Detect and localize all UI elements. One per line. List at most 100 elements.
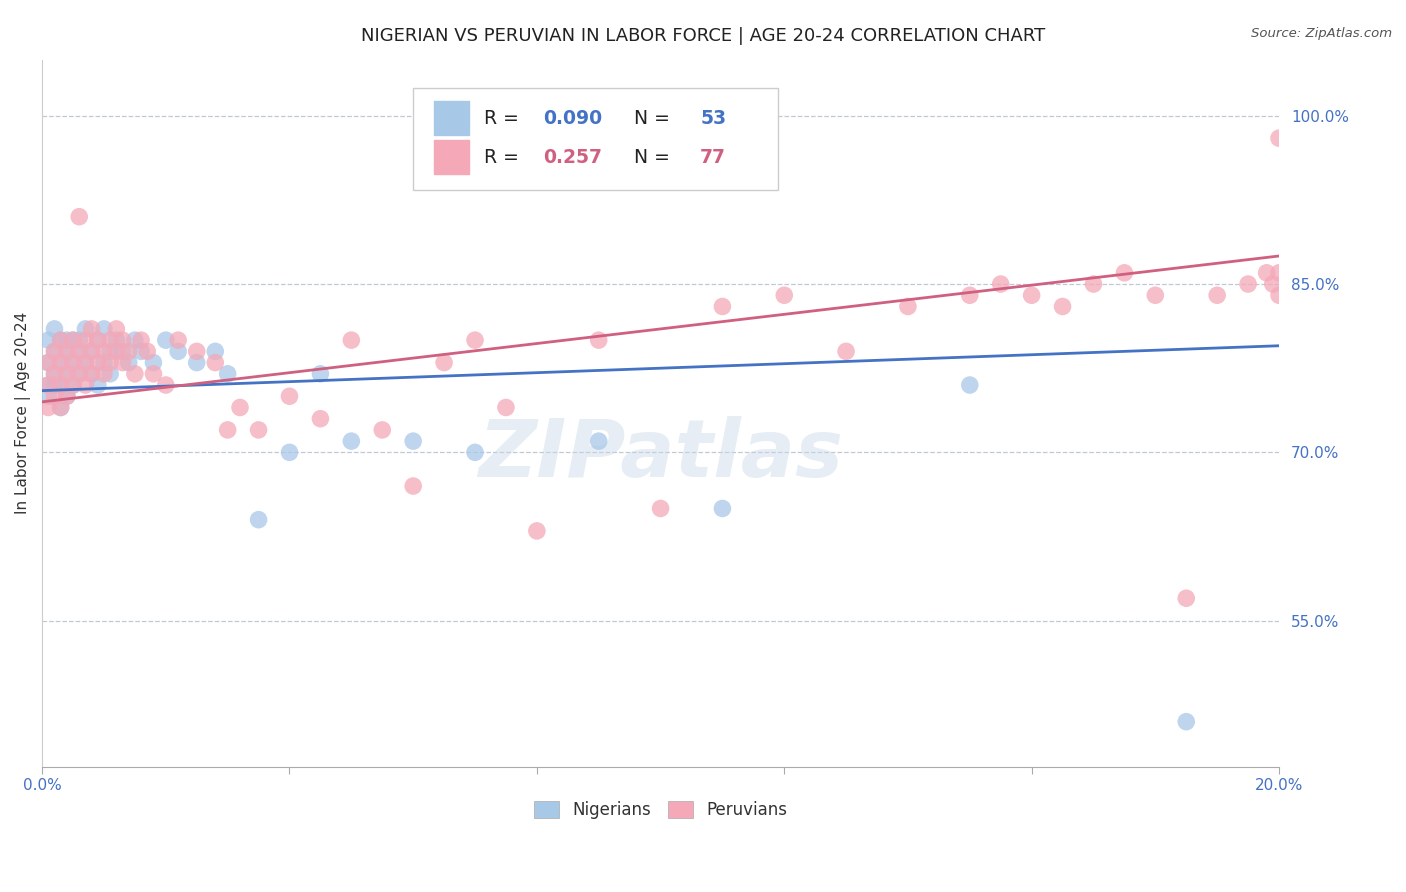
Point bbox=[93, 367, 115, 381]
Point bbox=[650, 501, 672, 516]
Point bbox=[588, 333, 610, 347]
Point bbox=[75, 355, 97, 369]
Legend: Nigerians, Peruvians: Nigerians, Peruvians bbox=[527, 794, 794, 825]
Point bbox=[98, 333, 121, 347]
FancyBboxPatch shape bbox=[434, 140, 468, 174]
Point bbox=[62, 378, 84, 392]
Point bbox=[67, 344, 90, 359]
Point bbox=[80, 344, 103, 359]
Point bbox=[142, 355, 165, 369]
Point bbox=[1083, 277, 1105, 291]
Point bbox=[167, 333, 190, 347]
Point bbox=[711, 501, 734, 516]
Text: R =: R = bbox=[484, 148, 524, 167]
Point bbox=[340, 333, 363, 347]
Point bbox=[80, 322, 103, 336]
Point bbox=[98, 367, 121, 381]
Point bbox=[1052, 300, 1074, 314]
Text: 0.257: 0.257 bbox=[543, 148, 602, 167]
Point bbox=[1021, 288, 1043, 302]
Text: N =: N = bbox=[623, 148, 676, 167]
Point bbox=[105, 344, 128, 359]
Point bbox=[897, 300, 920, 314]
Point bbox=[80, 367, 103, 381]
Point bbox=[56, 333, 79, 347]
Point bbox=[371, 423, 394, 437]
Point bbox=[93, 344, 115, 359]
Point bbox=[1256, 266, 1278, 280]
Point bbox=[1114, 266, 1136, 280]
Point bbox=[49, 378, 72, 392]
Point bbox=[959, 288, 981, 302]
Text: R =: R = bbox=[484, 109, 524, 128]
Point bbox=[247, 513, 270, 527]
Point bbox=[49, 333, 72, 347]
Point bbox=[44, 344, 66, 359]
Point bbox=[62, 355, 84, 369]
Point bbox=[75, 378, 97, 392]
Point bbox=[340, 434, 363, 449]
Point bbox=[217, 367, 239, 381]
Point bbox=[309, 411, 332, 425]
Point bbox=[217, 423, 239, 437]
Point bbox=[93, 355, 115, 369]
Point bbox=[464, 333, 486, 347]
Point bbox=[44, 367, 66, 381]
Point bbox=[835, 344, 858, 359]
Point bbox=[1261, 277, 1284, 291]
Point bbox=[111, 344, 134, 359]
Point bbox=[111, 355, 134, 369]
Point bbox=[37, 389, 59, 403]
Point bbox=[111, 333, 134, 347]
Text: Source: ZipAtlas.com: Source: ZipAtlas.com bbox=[1251, 27, 1392, 40]
Point bbox=[1206, 288, 1229, 302]
FancyBboxPatch shape bbox=[434, 102, 468, 136]
FancyBboxPatch shape bbox=[413, 88, 778, 190]
Text: 77: 77 bbox=[700, 148, 725, 167]
Point bbox=[62, 355, 84, 369]
Point bbox=[44, 389, 66, 403]
Point bbox=[37, 401, 59, 415]
Point bbox=[155, 333, 177, 347]
Point bbox=[93, 322, 115, 336]
Point bbox=[62, 333, 84, 347]
Text: 0.090: 0.090 bbox=[543, 109, 602, 128]
Point bbox=[247, 423, 270, 437]
Y-axis label: In Labor Force | Age 20-24: In Labor Force | Age 20-24 bbox=[15, 312, 31, 514]
Point bbox=[80, 344, 103, 359]
Point bbox=[229, 401, 252, 415]
Point bbox=[186, 355, 208, 369]
Point bbox=[56, 389, 79, 403]
Point bbox=[204, 344, 226, 359]
Point bbox=[711, 300, 734, 314]
Point bbox=[124, 333, 146, 347]
Point bbox=[75, 355, 97, 369]
Point bbox=[44, 378, 66, 392]
Point bbox=[56, 344, 79, 359]
Point bbox=[75, 322, 97, 336]
Text: ZIPatlas: ZIPatlas bbox=[478, 417, 844, 494]
Point bbox=[67, 210, 90, 224]
Point bbox=[433, 355, 456, 369]
Point bbox=[990, 277, 1012, 291]
Text: NIGERIAN VS PERUVIAN IN LABOR FORCE | AGE 20-24 CORRELATION CHART: NIGERIAN VS PERUVIAN IN LABOR FORCE | AG… bbox=[361, 27, 1045, 45]
Point bbox=[80, 367, 103, 381]
Point bbox=[67, 367, 90, 381]
Point bbox=[588, 434, 610, 449]
Point bbox=[37, 355, 59, 369]
Point bbox=[278, 445, 301, 459]
Point bbox=[129, 333, 152, 347]
Point bbox=[62, 333, 84, 347]
Point bbox=[49, 355, 72, 369]
Text: N =: N = bbox=[623, 109, 676, 128]
Point bbox=[62, 378, 84, 392]
Point bbox=[1175, 591, 1198, 606]
Point bbox=[49, 333, 72, 347]
Point bbox=[44, 344, 66, 359]
Point bbox=[959, 378, 981, 392]
Point bbox=[87, 333, 110, 347]
Point bbox=[105, 322, 128, 336]
Point bbox=[44, 367, 66, 381]
Point bbox=[204, 355, 226, 369]
Point bbox=[37, 378, 59, 392]
